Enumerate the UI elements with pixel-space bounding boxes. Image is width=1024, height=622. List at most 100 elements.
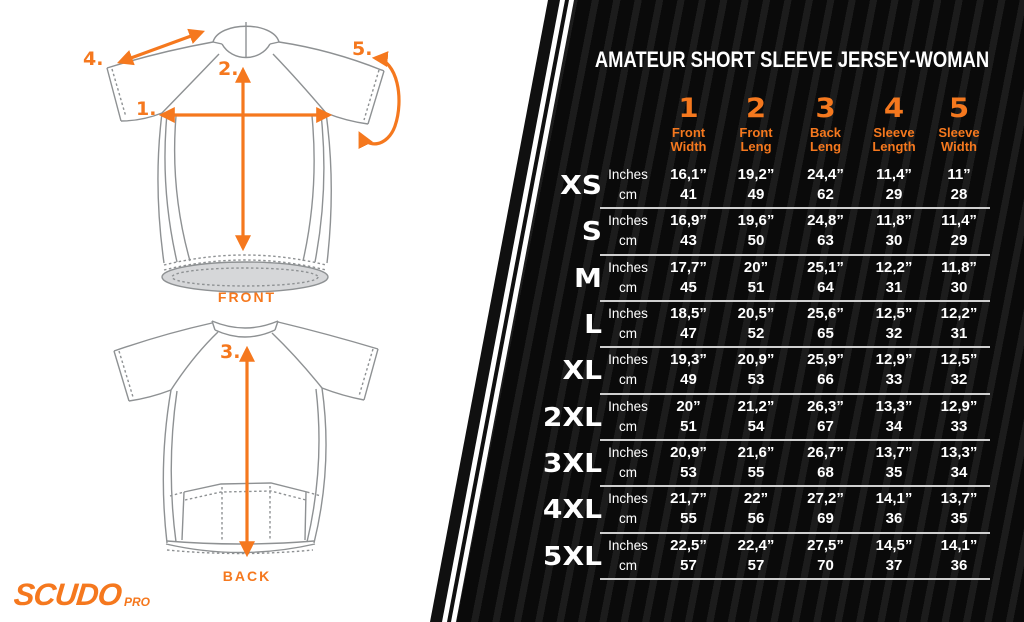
unit-label: cm <box>619 465 637 481</box>
size-label: 2XL <box>542 402 602 433</box>
value-cell: 12,5” 32 <box>928 348 990 392</box>
inches-value: 13,7” <box>940 490 978 508</box>
cm-value: 52 <box>747 325 765 343</box>
column-label-line: Leng <box>809 139 842 154</box>
measure-marker-2: 2. <box>218 58 239 80</box>
value-cell: 22,4” 57 <box>721 534 791 578</box>
cm-value: 43 <box>680 232 697 250</box>
unit-label: cm <box>619 326 637 342</box>
cm-value: 51 <box>747 278 765 296</box>
inches-value: 21,6” <box>737 444 775 462</box>
value-cell: 25,9” 66 <box>791 348 860 392</box>
value-cell: 27,5” 70 <box>791 534 860 578</box>
value-cell: 25,1” 64 <box>791 256 860 300</box>
inches-value: 26,3” <box>807 397 844 415</box>
value-cell: 24,8” 63 <box>791 209 860 253</box>
inches-value: 11,4” <box>876 166 912 184</box>
unit-label: cm <box>619 372 637 388</box>
unit-cell: Inches cm <box>600 534 656 578</box>
value-cell: 20” 51 <box>721 256 791 300</box>
cm-value: 55 <box>680 510 697 528</box>
cm-value: 45 <box>680 278 697 296</box>
inches-value: 13,7” <box>875 444 913 462</box>
cm-value: 30 <box>885 232 903 250</box>
table-row: Inches cm 21,7” 55 22” 56 27,2” 69 14,1” 36 13,7” 3… <box>600 487 990 534</box>
value-cell: 22,5” 57 <box>656 534 721 578</box>
cm-value: 49 <box>747 186 765 204</box>
column-label-line: Leng <box>740 139 772 154</box>
inches-value: 20,9” <box>670 444 707 462</box>
unit-label: Inches <box>608 445 648 461</box>
cm-value: 54 <box>747 417 765 435</box>
unit-cell: Inches cm <box>600 395 656 439</box>
cm-value: 34 <box>885 417 903 435</box>
size-label: S <box>581 217 602 248</box>
cm-value: 28 <box>950 186 968 204</box>
inches-value: 12,5” <box>940 351 978 369</box>
value-cell: 26,7” 68 <box>791 441 860 485</box>
inches-value: 19,6” <box>737 212 775 230</box>
size-label: M <box>574 263 602 294</box>
value-cell: 11,4” 29 <box>860 163 928 207</box>
inches-value: 12,2” <box>940 305 978 323</box>
cm-value: 29 <box>950 232 968 250</box>
value-cell: 22” 56 <box>721 487 791 531</box>
value-cell: 24,4” 62 <box>791 163 860 207</box>
value-cell: 25,6” 65 <box>791 302 860 346</box>
value-cell: 27,2” 69 <box>791 487 860 531</box>
size-label: XL <box>562 356 602 387</box>
table-row: Inches cm 20,9” 53 21,6” 55 26,7” 68 13,7” 35 13,3… <box>600 441 990 488</box>
unit-label: cm <box>619 187 637 203</box>
inches-value: 27,5” <box>807 536 844 554</box>
inches-value: 25,1” <box>807 258 844 276</box>
column-label: Front Leng <box>721 126 791 154</box>
value-cell: 13,3” 34 <box>928 441 990 485</box>
inches-value: 27,2” <box>807 490 844 508</box>
cm-value: 67 <box>817 417 834 435</box>
unit-label: Inches <box>608 491 648 507</box>
value-cell: 13,7” 35 <box>928 487 990 531</box>
unit-label: Inches <box>608 213 648 229</box>
value-cell: 21,7” 55 <box>656 487 721 531</box>
cm-value: 50 <box>747 232 765 250</box>
column-label-line: Sleeve <box>873 125 915 140</box>
unit-cell: Inches cm <box>600 209 656 253</box>
column-label: Sleeve Length <box>860 126 928 154</box>
cm-value: 56 <box>747 510 765 528</box>
cm-value: 53 <box>680 464 697 482</box>
cm-value: 68 <box>817 464 834 482</box>
value-cell: 12,2” 31 <box>928 302 990 346</box>
column-label-line: Width <box>941 139 977 154</box>
column-label: Back Leng <box>791 126 860 154</box>
unit-label: cm <box>619 233 637 249</box>
cm-value: 51 <box>680 417 697 435</box>
inches-value: 24,8” <box>807 212 844 230</box>
inches-value: 17,7” <box>670 258 707 276</box>
inches-value: 18,5” <box>670 305 707 323</box>
column-number: 5 <box>948 93 970 124</box>
column-label-line: Width <box>670 139 707 154</box>
cm-value: 36 <box>950 556 968 574</box>
value-cell: 20,5” 52 <box>721 302 791 346</box>
size-table: Inches cm 16,1” 41 19,2” 49 24,4” 62 11,4” 29 11” 2… <box>600 163 990 580</box>
inches-value: 12,9” <box>875 351 913 369</box>
table-row: Inches cm 22,5” 57 22,4” 57 27,5” 70 14,5” 37 14,1… <box>600 534 990 580</box>
unit-label: cm <box>619 418 637 434</box>
inches-value: 13,3” <box>875 397 913 415</box>
cm-value: 37 <box>885 556 903 574</box>
unit-cell: Inches cm <box>600 348 656 392</box>
size-label-column: XS S M L XL 2XL 3XL 4XL 5XL <box>516 163 602 580</box>
inches-value: 12,5” <box>875 305 913 323</box>
inches-value: 12,9” <box>940 397 978 415</box>
column-label: Front Width <box>656 126 721 154</box>
unit-label: Inches <box>608 167 648 183</box>
unit-label: cm <box>619 557 637 573</box>
inches-value: 25,6” <box>807 305 844 323</box>
value-cell: 14,1” 36 <box>860 487 928 531</box>
inches-value: 14,1” <box>875 490 913 508</box>
inches-value: 25,9” <box>807 351 844 369</box>
size-label: 5XL <box>542 541 602 572</box>
column-label-line: Front <box>739 125 773 140</box>
unit-label: cm <box>619 511 637 527</box>
